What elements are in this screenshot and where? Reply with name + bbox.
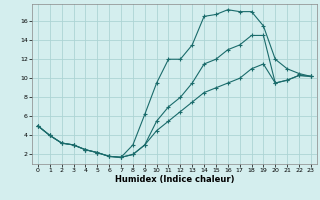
X-axis label: Humidex (Indice chaleur): Humidex (Indice chaleur): [115, 175, 234, 184]
